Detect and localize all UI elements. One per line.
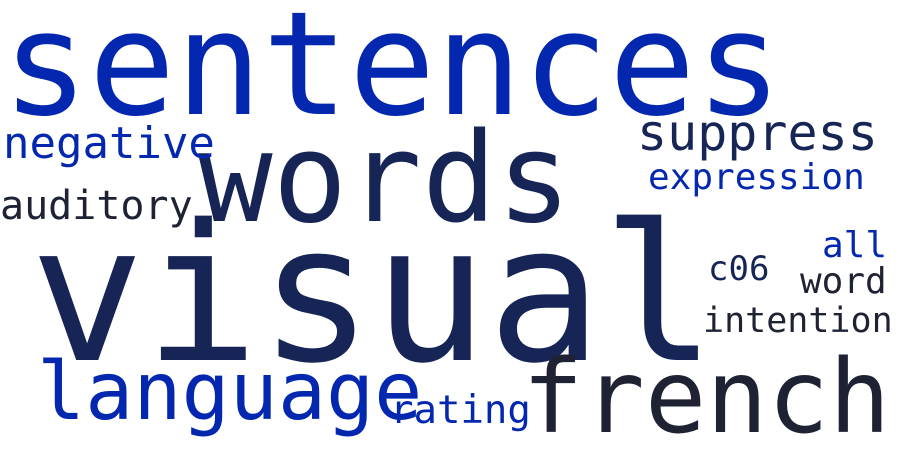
- word-word: word: [800, 261, 887, 302]
- word-expression: expression: [648, 157, 865, 198]
- word-visual: visual: [30, 184, 717, 405]
- word-c06: c06: [708, 249, 770, 289]
- word-french: french: [522, 338, 891, 450]
- word-suppress: suppress: [637, 104, 878, 162]
- word-rating: rating: [390, 388, 531, 433]
- word-words: words: [198, 107, 572, 251]
- word-negative: negative: [3, 118, 215, 169]
- word-all: all: [822, 225, 888, 266]
- word-language: language: [37, 345, 423, 438]
- word-intention: intention: [703, 301, 893, 341]
- word-auditory: auditory: [0, 183, 193, 229]
- word-sentences: sentences: [2, 0, 783, 148]
